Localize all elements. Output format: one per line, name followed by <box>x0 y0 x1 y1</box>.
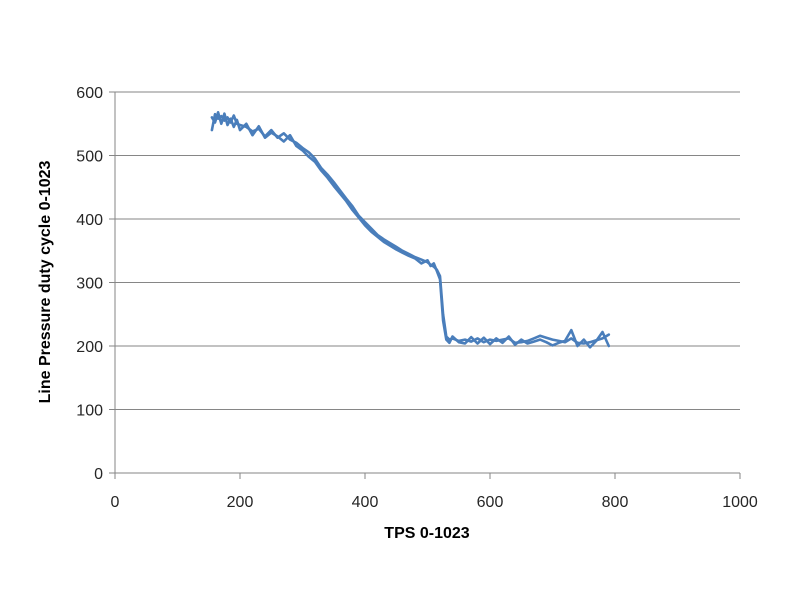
x-tick-label: 800 <box>602 494 629 511</box>
y-axis-title: Line Pressure duty cycle 0-1023 <box>37 161 54 404</box>
x-tick-label: 0 <box>111 494 120 511</box>
x-tick-label: 400 <box>352 494 379 511</box>
x-tick-label: 1000 <box>722 494 758 511</box>
y-tick-label: 600 <box>76 85 103 102</box>
series-line-1 <box>210 112 611 345</box>
x-axis-title: TPS 0-1023 <box>384 525 469 542</box>
y-tick-label: 500 <box>76 149 103 166</box>
series-lines <box>210 111 611 349</box>
y-tick-label: 100 <box>76 403 103 420</box>
y-tick-label: 400 <box>76 212 103 229</box>
x-tick-label: 200 <box>227 494 254 511</box>
y-tick-label: 200 <box>76 339 103 356</box>
tick-labels: 0 100 200 300 400 500 600 0 200 400 600 800 1000 <box>76 85 758 511</box>
axes <box>109 91 741 479</box>
series-line-2 <box>210 111 611 349</box>
x-tick-label: 600 <box>477 494 504 511</box>
gridlines <box>115 91 740 410</box>
y-tick-label: 0 <box>94 466 103 483</box>
y-tick-label: 300 <box>76 276 103 293</box>
